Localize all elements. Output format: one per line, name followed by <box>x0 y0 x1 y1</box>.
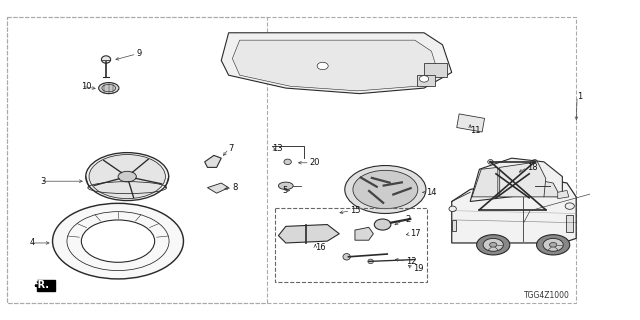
Bar <box>8 17 268 303</box>
Text: 20: 20 <box>310 158 320 167</box>
Ellipse shape <box>343 253 350 260</box>
Polygon shape <box>472 167 498 197</box>
Polygon shape <box>540 180 561 197</box>
Polygon shape <box>37 280 55 291</box>
Polygon shape <box>557 190 569 199</box>
Polygon shape <box>452 179 576 243</box>
Ellipse shape <box>565 203 574 209</box>
Ellipse shape <box>99 83 119 94</box>
Text: 13: 13 <box>272 144 283 153</box>
Ellipse shape <box>483 238 504 251</box>
Text: 11: 11 <box>470 126 481 135</box>
Ellipse shape <box>89 155 165 199</box>
Ellipse shape <box>353 170 418 209</box>
Bar <box>566 215 573 232</box>
Bar <box>452 220 456 231</box>
Polygon shape <box>207 183 228 193</box>
Ellipse shape <box>86 153 169 201</box>
Bar <box>417 75 435 86</box>
Polygon shape <box>500 162 546 197</box>
Ellipse shape <box>317 62 328 70</box>
Polygon shape <box>232 40 439 91</box>
Ellipse shape <box>52 203 184 279</box>
Ellipse shape <box>278 182 293 189</box>
Ellipse shape <box>101 56 111 63</box>
Bar <box>275 208 427 282</box>
Ellipse shape <box>81 220 155 262</box>
Text: 14: 14 <box>426 188 436 197</box>
Ellipse shape <box>532 160 538 164</box>
Text: 19: 19 <box>413 264 424 273</box>
Text: 12: 12 <box>406 257 416 266</box>
Text: 8: 8 <box>232 183 237 192</box>
Ellipse shape <box>284 159 291 164</box>
Ellipse shape <box>449 206 456 212</box>
Polygon shape <box>470 158 563 202</box>
Ellipse shape <box>509 183 516 188</box>
Ellipse shape <box>543 238 563 251</box>
Text: 9: 9 <box>136 50 141 59</box>
Bar <box>424 63 447 77</box>
Text: 4: 4 <box>29 238 35 247</box>
Text: 17: 17 <box>410 229 421 238</box>
Text: 5: 5 <box>282 186 287 195</box>
Ellipse shape <box>477 235 510 255</box>
Text: 3: 3 <box>40 177 46 186</box>
Ellipse shape <box>543 207 548 212</box>
Polygon shape <box>205 156 221 167</box>
Text: 15: 15 <box>350 206 361 215</box>
Text: TGG4Z1000: TGG4Z1000 <box>524 291 570 300</box>
Polygon shape <box>278 225 339 243</box>
Text: 18: 18 <box>527 163 538 172</box>
Text: 16: 16 <box>316 243 326 252</box>
Text: FR.: FR. <box>31 280 49 290</box>
Ellipse shape <box>550 243 557 247</box>
Ellipse shape <box>102 84 116 92</box>
Ellipse shape <box>488 160 493 164</box>
Ellipse shape <box>419 76 429 82</box>
Polygon shape <box>627 151 640 184</box>
Ellipse shape <box>118 171 136 182</box>
Text: 2: 2 <box>406 214 411 223</box>
Text: 1: 1 <box>577 92 582 101</box>
Bar <box>457 114 484 132</box>
Text: 7: 7 <box>228 144 234 153</box>
Ellipse shape <box>368 259 373 264</box>
Ellipse shape <box>490 243 497 247</box>
Text: 10: 10 <box>81 82 92 91</box>
Polygon shape <box>355 227 373 240</box>
Polygon shape <box>221 33 452 94</box>
Ellipse shape <box>374 219 391 230</box>
Ellipse shape <box>477 207 482 212</box>
Ellipse shape <box>345 165 426 213</box>
Ellipse shape <box>536 235 570 255</box>
